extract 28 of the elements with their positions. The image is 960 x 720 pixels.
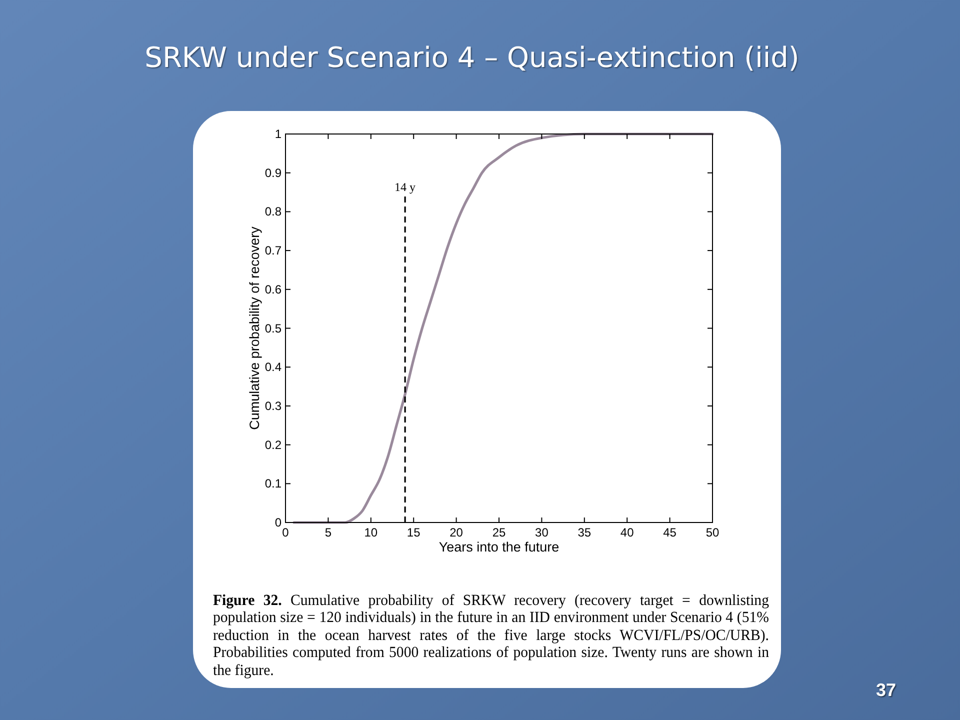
y-tick-label: 0.2 xyxy=(264,438,282,452)
caption: Figure 32. xyxy=(213,592,282,609)
x-tick-label: 45 xyxy=(663,526,677,540)
y-tick-label: 1 xyxy=(274,127,282,141)
x-tick-label: 25 xyxy=(492,526,506,540)
ref-line-label: 14 y xyxy=(394,180,416,194)
y-tick-label: 0.5 xyxy=(264,321,282,336)
x-tick-label: 40 xyxy=(620,526,634,540)
y-tick-label: 0.6 xyxy=(264,282,282,296)
x-tick-label: 20 xyxy=(450,526,464,540)
y-tick-label: 0.4 xyxy=(264,360,282,374)
x-tick-label: 30 xyxy=(535,526,549,540)
chart-title: SRKW under Scenario 4 – Quasi-extinction (iid) xyxy=(144,41,800,74)
y-tick-label: 0.9 xyxy=(264,166,282,180)
x-tick-label: 10 xyxy=(364,526,378,540)
y-tick-label: 0.1 xyxy=(264,476,282,491)
line-series xyxy=(292,132,714,524)
x-tick-label: 35 xyxy=(578,526,592,540)
y-tick-label: 0.7 xyxy=(264,244,282,258)
y-tick-label: 0 xyxy=(274,516,282,530)
y-tick-label: 0.8 xyxy=(264,204,282,219)
text: 37 xyxy=(876,680,896,700)
x-tick-label: 15 xyxy=(406,526,421,540)
x-tick-label: 5 xyxy=(324,526,332,540)
x-axis-title: Years into the future xyxy=(438,540,560,554)
y-tick-label: 0.3 xyxy=(264,398,282,413)
y-axis-title: Cumulative probability of recovery xyxy=(247,226,262,430)
x-tick-label: 50 xyxy=(706,526,720,540)
